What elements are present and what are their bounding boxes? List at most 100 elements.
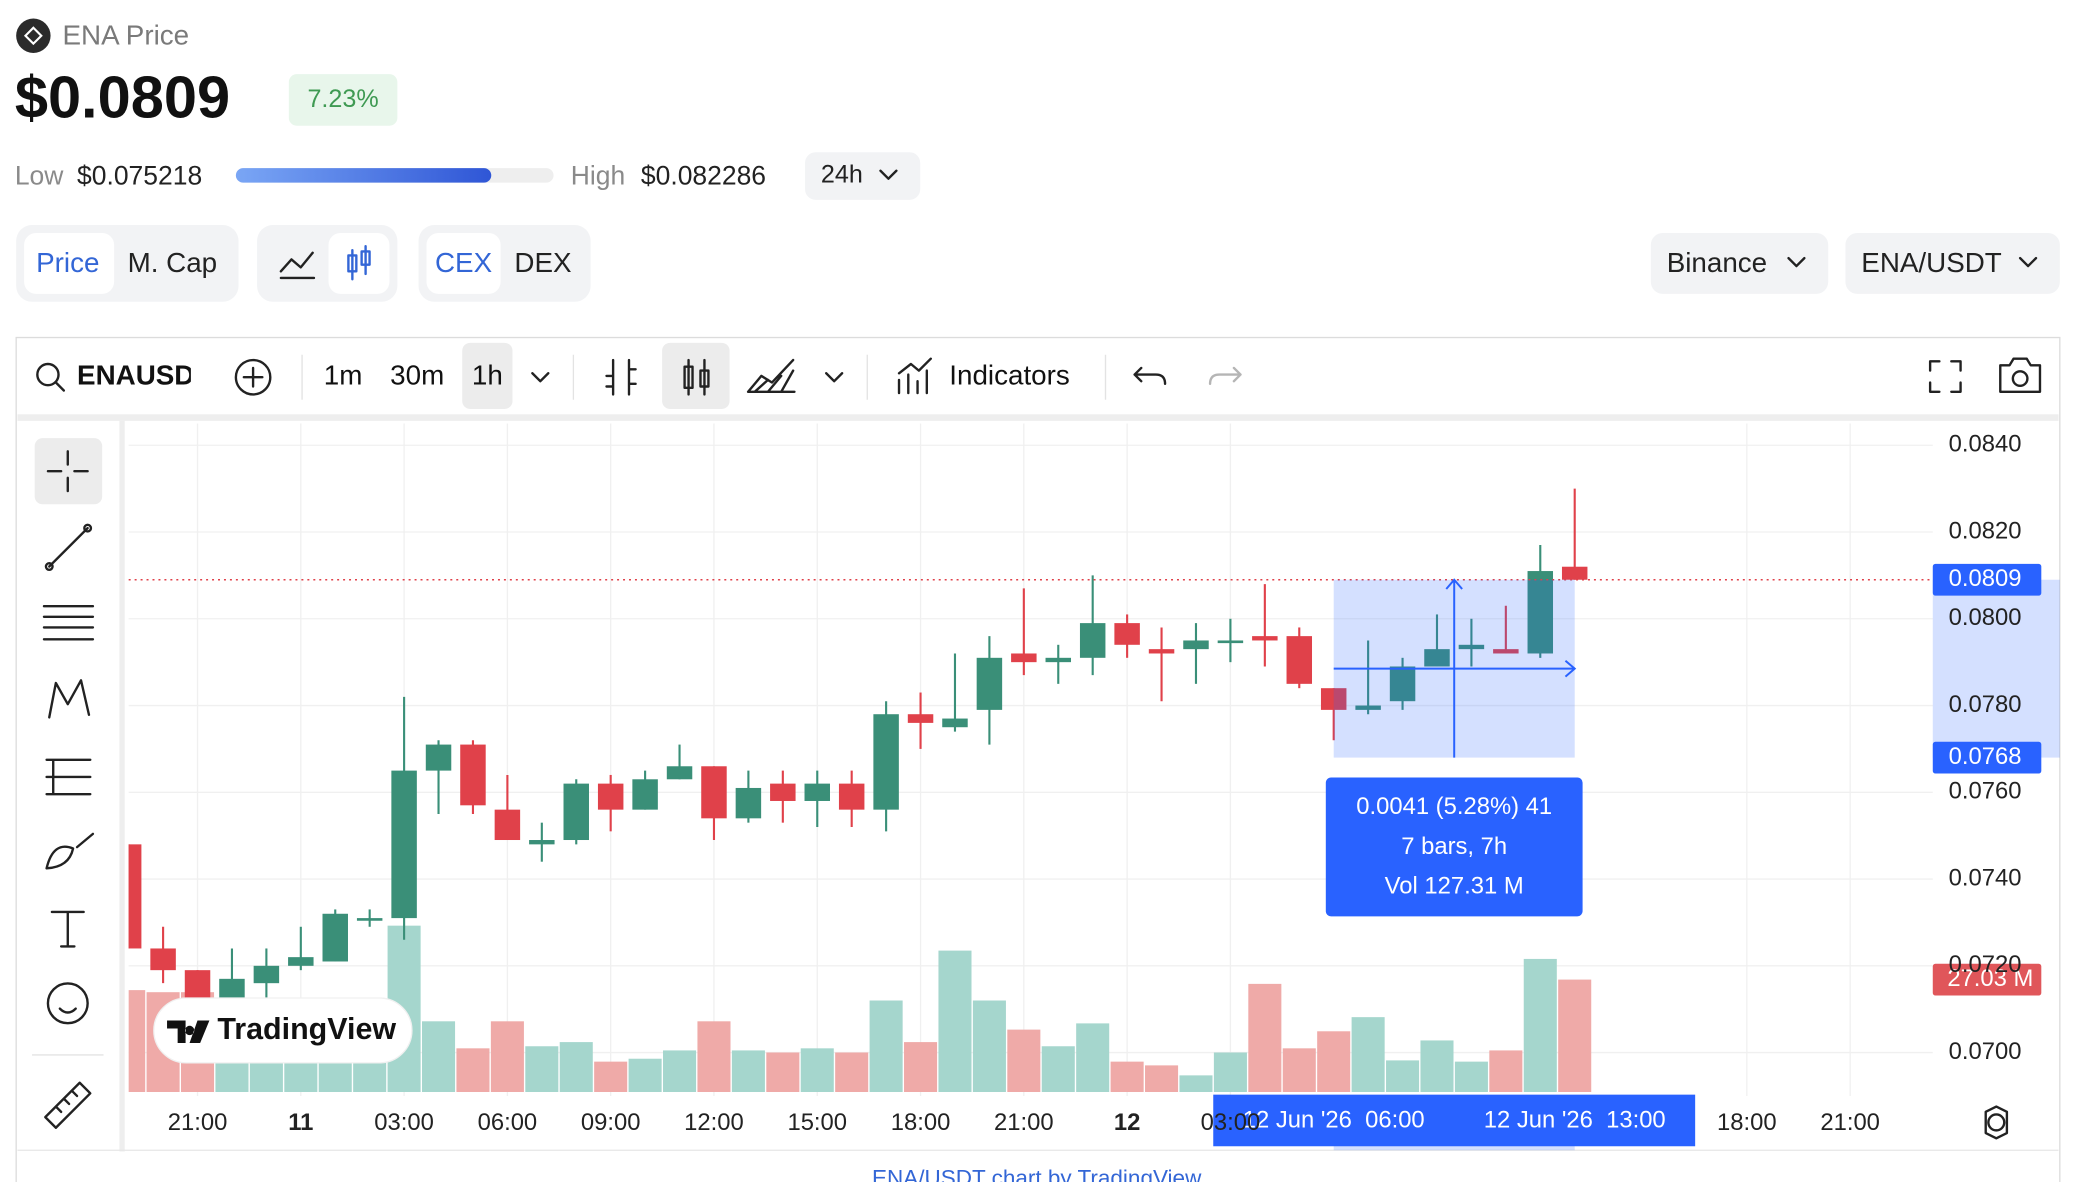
trendline-icon[interactable] [48,526,89,568]
candle-body [1286,636,1313,684]
x-tick-label: 12 [1114,1109,1141,1136]
overlay: 0.0041 (5.28%) 41 7 bars, 7h Vol 127.31 M 0… [128,563,2060,1151]
price-label: 0.0809 [1949,565,2022,592]
volume-bar [1213,1052,1247,1092]
x-tick-label: 03:00 [374,1109,434,1136]
indicators-icon[interactable] [897,357,932,395]
volume-bar [422,1021,456,1092]
volume-bar [835,1052,869,1092]
brush-icon[interactable] [45,832,95,870]
tab-active[interactable] [24,232,115,294]
area-icon[interactable] [746,358,796,393]
volume-bar [353,1058,387,1092]
candle-body [1079,623,1106,658]
text-icon[interactable] [50,910,85,948]
chevron [1787,256,1806,268]
x-tick-label: 09:00 [581,1109,641,1136]
time-label: 12 Jun '26 13:00 [1484,1106,1666,1133]
pattern-icon[interactable] [48,679,91,719]
toolbar-divider [17,414,2059,421]
interval[interactable]: 1m [324,360,363,391]
tab-active[interactable] [426,232,501,294]
x-tick-label: 12:00 [684,1109,744,1136]
crosshair-icon[interactable] [46,450,89,493]
x-tick-label: 15:00 [787,1109,847,1136]
candle-body [356,918,383,921]
token-icon [16,18,51,53]
volume-bar [1282,1048,1316,1092]
fib-icon[interactable] [42,605,95,641]
interval[interactable]: 30m [390,360,444,391]
candle-body [1458,644,1485,650]
volume-bar [284,1058,318,1092]
candle-body [942,718,968,728]
volume-bar [1351,1017,1385,1092]
volume-bar [972,1000,1006,1092]
volume-bar [456,1048,490,1092]
indicators[interactable]: Indicators [949,360,1069,391]
style-active[interactable] [662,342,730,410]
emoji-icon[interactable] [46,982,89,1025]
volume-bar [1386,1060,1420,1092]
volume-bar [1420,1040,1454,1092]
compare-icon [242,366,264,388]
candle-body [1389,666,1416,702]
candle-body [907,714,934,723]
volume-bar [1076,1023,1110,1092]
y-tick-label: 0.0700 [1949,1038,2022,1065]
page-title: ENA Price [62,19,189,50]
y-tick-label: 0.0760 [1949,778,2022,805]
tab[interactable]: M. Cap [128,247,218,278]
volume-bar [869,1000,903,1092]
pair-select[interactable] [1845,232,2060,294]
candle-body [1355,705,1381,710]
undo-icon[interactable] [1133,366,1167,386]
camera-lens [2011,370,2029,388]
tab[interactable]: CEX [435,247,492,278]
measure-h-arrow [1333,659,1577,678]
exchange-select[interactable] [1650,232,1829,294]
price-label: 0.0768 [1949,743,2022,770]
volume-label: 27.03 M [1947,965,2033,992]
ruler-icon[interactable] [44,1081,92,1129]
tab[interactable]: Price [36,247,99,278]
tool-active[interactable] [34,438,103,505]
settings-icon[interactable] [1987,1113,2006,1132]
candles-icon[interactable] [683,358,710,396]
candle-body [1320,688,1347,710]
low-value: $0.075218 [77,160,202,190]
handle [83,523,93,533]
candle-body [322,913,348,962]
grid [128,423,1933,1096]
compare-icon[interactable] [234,358,272,396]
interval-active[interactable] [462,342,513,410]
symbol-box[interactable]: ENAUSD [77,360,194,391]
candle-icon[interactable] [347,245,371,281]
axis-highlight [1932,579,2060,758]
candle-body [1045,657,1072,663]
search-icon[interactable] [36,362,60,387]
change-badge [288,74,398,126]
candle-body [873,714,899,810]
projection-icon[interactable] [45,758,92,796]
search-icon [54,381,66,392]
volume-bar [1179,1075,1213,1092]
candle-body [128,844,142,949]
plot [128,488,1592,1092]
chevron[interactable] [825,372,844,383]
redo-icon[interactable] [1208,366,1242,386]
interval[interactable]: 1h [472,360,503,391]
candle-body [1424,649,1450,667]
candle-body [391,770,417,919]
tab[interactable]: DEX [514,247,571,278]
fullscreen-icon[interactable] [1928,360,1962,393]
tab-active[interactable] [328,232,390,294]
line-chart-icon[interactable] [279,251,316,280]
camera-icon[interactable] [1999,357,2042,393]
candle-body [1011,653,1037,663]
chevron[interactable] [531,372,550,383]
watermark-box [153,997,413,1064]
period-select[interactable] [805,152,921,200]
bars-icon[interactable] [605,358,637,396]
volume-bar [128,990,146,1092]
